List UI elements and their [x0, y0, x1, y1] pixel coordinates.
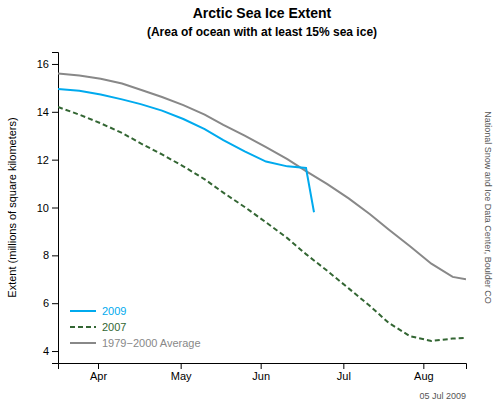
tick-mark — [343, 363, 344, 369]
tick: Aug — [414, 363, 434, 382]
tick-mark — [52, 208, 58, 209]
tick-label: Aug — [414, 370, 434, 382]
tick-label: 6 — [43, 297, 49, 309]
tick-mark — [52, 160, 58, 161]
legend-item: 2007 — [70, 321, 126, 333]
tick-label: May — [171, 370, 192, 382]
legend-swatch — [70, 310, 96, 312]
tick-label: 14 — [37, 106, 49, 118]
chart: Apr May Jun Jul Aug 4 6 8 10 12 14 16 2009 2007 1979−2… — [0, 0, 500, 405]
series-line — [58, 74, 466, 280]
title: Arctic Sea Ice Extent — [193, 5, 332, 21]
tick: 10 — [37, 202, 58, 214]
tick-mark — [423, 363, 424, 369]
tick: Jul — [337, 363, 351, 382]
tick: 8 — [43, 249, 58, 261]
tick: 6 — [43, 297, 58, 309]
tick-label: 12 — [37, 154, 49, 166]
tick-label: Jun — [252, 370, 270, 382]
tick-label: 8 — [43, 249, 49, 261]
tick: 16 — [37, 58, 58, 70]
legend-label: 2009 — [102, 305, 126, 317]
tick-label: Apr — [90, 370, 107, 382]
tick: 12 — [37, 154, 58, 166]
legend-item: 1979−2000 Average — [70, 337, 201, 349]
tick: 14 — [37, 106, 58, 118]
tick-label: 10 — [37, 202, 49, 214]
tick-label: 4 — [43, 345, 49, 357]
series-line — [58, 107, 466, 341]
annotation: 05 Jul 2009 — [419, 391, 466, 401]
tick-label: 16 — [37, 58, 49, 70]
annotation: National Snow and Ice Data Center, Bould… — [483, 111, 493, 304]
tick-mark — [52, 64, 58, 65]
tick-mark — [52, 351, 58, 352]
tick: May — [171, 363, 192, 382]
tick-mark — [261, 363, 262, 369]
legend: 2009 2007 1979−2000 Average — [70, 305, 201, 349]
plot: Apr May Jun Jul Aug 4 6 8 10 12 14 16 2009 2007 1979−2… — [37, 53, 467, 382]
legend-swatch — [70, 342, 96, 344]
tick: Apr — [90, 363, 107, 382]
tick: Jun — [252, 363, 270, 382]
axis-line — [59, 364, 467, 370]
axis-line — [52, 53, 59, 364]
legend-label: 2007 — [102, 321, 126, 333]
x-axis: Apr May Jun Jul Aug — [59, 363, 467, 382]
y-axis-title: Extent (millions of square kilometers) — [6, 117, 18, 297]
lines — [58, 74, 466, 341]
tick-mark — [52, 255, 58, 256]
legend-swatch — [70, 326, 96, 328]
y-axis: 4 6 8 10 12 14 16 — [37, 53, 59, 364]
tick-mark — [181, 363, 182, 369]
tick-mark — [52, 303, 58, 304]
tick-label: Jul — [337, 370, 351, 382]
subtitle: (Area of ocean with at least 15% sea ice… — [147, 25, 377, 39]
tick-mark — [98, 363, 99, 369]
legend-item: 2009 — [70, 305, 126, 317]
series-line — [58, 89, 314, 212]
tick-mark — [52, 112, 58, 113]
legend-label: 1979−2000 Average — [102, 337, 201, 349]
tick: 4 — [43, 345, 58, 357]
